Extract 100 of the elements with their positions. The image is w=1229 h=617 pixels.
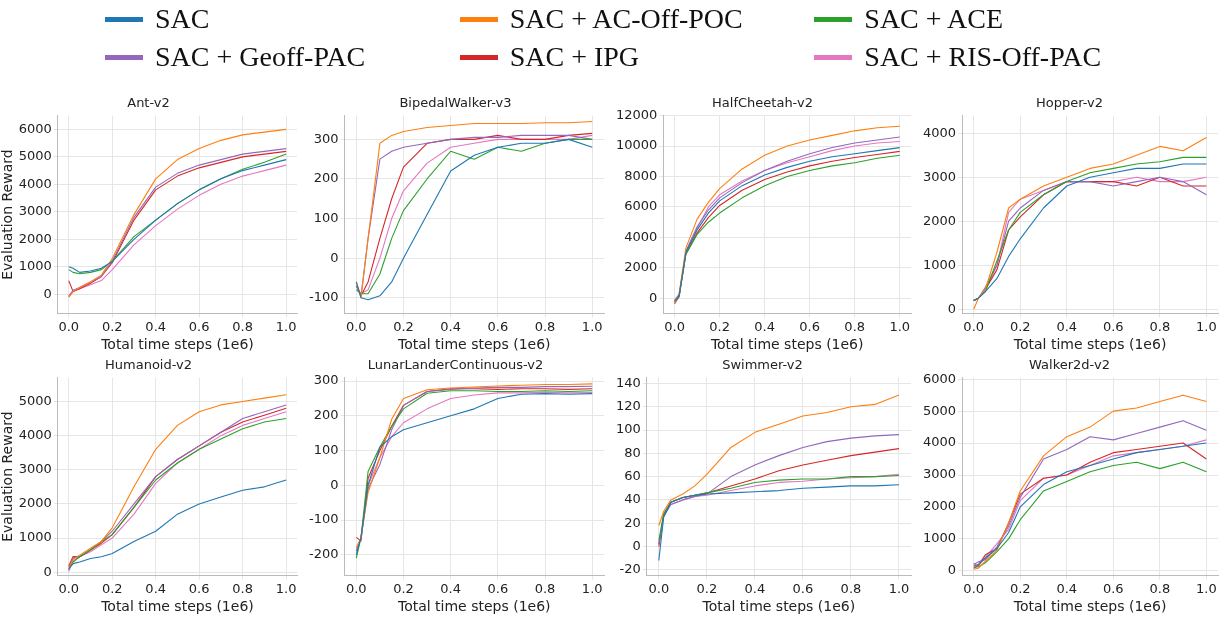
x-axis-title: Total time steps (1e6) [1012,598,1167,615]
x-tick-label: 1.0 [888,580,910,596]
x-axis-title: Total time steps (1e6) [709,336,864,353]
y-axis-title: Evaluation Reward [0,411,16,542]
x-tick-label: 0.4 [440,318,462,334]
x-tick-label: 0.4 [744,580,766,596]
y-tick-label: 0 [649,289,658,305]
x-tick-label: 0.4 [754,318,776,334]
x-tick-label: 0.8 [232,318,253,334]
y-tick-label: 40 [624,491,641,507]
chart-title: LunarLanderContinuous-v2 [367,357,544,373]
x-tick-label: 0.0 [345,318,367,334]
y-tick-label: 6000 [18,120,52,136]
x-tick-label: 0.8 [534,318,556,334]
y-tick-label: 100 [615,421,641,437]
x-tick-label: 0.0 [648,580,670,596]
y-tick-label: 1000 [18,529,52,545]
x-tick-label: 0.0 [58,580,80,596]
y-axis-title: Evaluation Reward [0,149,16,280]
x-tick-label: 0.8 [232,580,253,596]
x-tick-label: 0.8 [1149,580,1171,596]
x-tick-label: 1.0 [275,580,297,596]
y-tick-label: -200 [308,546,339,562]
y-tick-label: 200 [313,407,339,423]
x-tick-label: 0.0 [58,318,80,334]
chart-title: BipedalWalker-v3 [399,95,512,111]
x-tick-label: 0.2 [1009,318,1031,334]
x-tick-label: 0.4 [1056,580,1078,596]
x-tick-label: 0.6 [799,318,821,334]
y-tick-label: -100 [308,289,339,305]
y-tick-label: 2000 [922,212,957,228]
x-tick-label: 0.2 [696,580,718,596]
y-tick-label: 4000 [18,175,52,191]
y-tick-label: 0 [330,249,339,265]
y-tick-label: 1000 [922,256,957,272]
x-tick-label: 1.0 [1196,318,1217,334]
x-tick-label: 0.6 [487,580,509,596]
y-tick-label: 2000 [922,498,957,514]
y-tick-label: 8000 [624,167,658,183]
x-tick-label: 0.0 [345,580,367,596]
x-tick-label: 1.0 [1196,580,1217,596]
y-tick-label: 120 [615,398,641,414]
y-tick-label: 12000 [616,106,658,122]
legend-label: SAC + RIS-Off-PAC [864,41,1102,73]
y-tick-label: 140 [615,374,641,390]
y-tick-label: 300 [313,372,339,388]
y-tick-label: 6000 [922,370,957,386]
y-tick-label: 0 [43,563,52,579]
y-tick-label: 80 [624,444,641,460]
y-tick-label: 4000 [922,434,957,450]
legend-label: SAC + ACE [864,3,1004,35]
x-tick-label: 0.0 [664,318,685,334]
y-tick-label: 60 [624,467,641,483]
x-axis-title: Total time steps (1e6) [100,336,254,353]
y-tick-label: 0 [632,537,641,553]
chart-title: Humanoid-v2 [104,357,193,373]
x-tick-label: 0.4 [145,580,167,596]
y-tick-label: 5000 [18,392,52,408]
x-axis-title: Total time steps (1e6) [396,336,551,353]
y-tick-label: 5000 [18,148,52,164]
x-tick-label: 0.8 [840,580,862,596]
y-tick-label: 4000 [922,124,957,140]
legend-label: SAC [155,3,210,35]
y-tick-label: 20 [624,514,641,530]
x-axis-title: Total time steps (1e6) [1012,336,1167,353]
x-tick-label: 0.6 [1102,580,1124,596]
y-tick-label: -100 [308,511,339,527]
x-tick-label: 0.6 [487,318,509,334]
y-tick-label: 0 [330,476,339,492]
x-tick-label: 0.2 [1009,580,1031,596]
y-tick-label: 4000 [624,228,658,244]
x-tick-label: 1.0 [275,318,297,334]
x-tick-label: 0.6 [188,318,210,334]
x-tick-label: 0.2 [101,580,123,596]
x-tick-label: 0.2 [709,318,730,334]
y-tick-label: 3000 [922,168,957,184]
y-tick-label: 5000 [922,402,957,418]
x-tick-label: 0.8 [844,318,866,334]
y-tick-label: 100 [313,441,339,457]
x-tick-label: 1.0 [581,318,603,334]
y-tick-label: 300 [313,130,339,146]
y-tick-label: 2000 [624,259,658,275]
y-tick-label: 1000 [18,258,52,274]
x-tick-label: 0.6 [188,580,210,596]
y-tick-label: 1000 [922,530,957,546]
x-tick-label: 1.0 [889,318,911,334]
x-tick-label: 0.8 [534,580,556,596]
y-tick-label: 10000 [616,137,658,153]
x-tick-label: 0.2 [101,318,123,334]
legend-label: SAC + AC-Off-POC [509,3,743,35]
y-tick-label: 2000 [18,230,52,246]
chart-title: HalfCheetah-v2 [712,95,813,111]
chart-title: Swimmer-v2 [722,357,803,373]
legend-label: SAC + Geoff-PAC [155,41,366,73]
y-tick-label: 0 [43,285,52,301]
chart-title: Ant-v2 [127,95,170,111]
x-tick-label: 0.2 [393,580,414,596]
y-tick-label: 6000 [624,198,658,214]
y-tick-label: -20 [619,561,641,577]
chart-title: Hopper-v2 [1035,95,1104,111]
